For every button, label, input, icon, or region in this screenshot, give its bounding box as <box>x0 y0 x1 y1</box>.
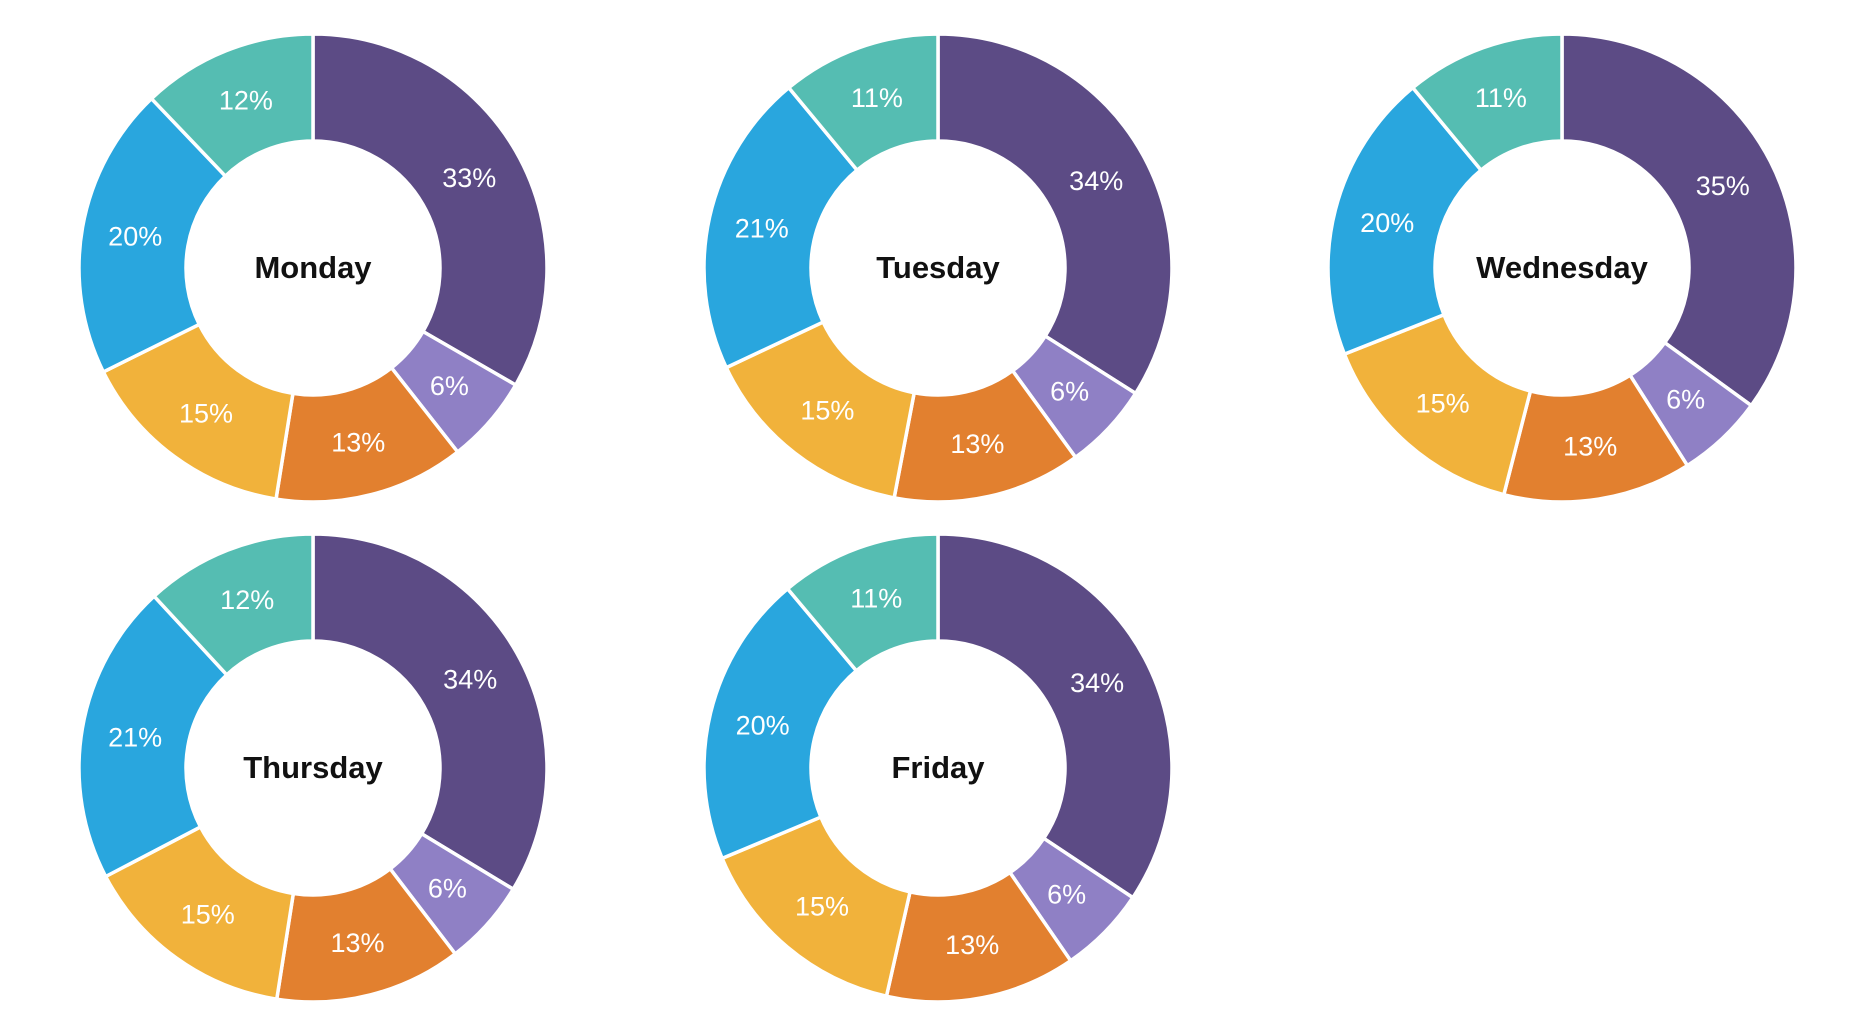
slice-percent-label: 20% <box>108 222 162 252</box>
slice-percent-label: 11% <box>1475 83 1527 113</box>
slice-percent-label: 20% <box>736 710 790 740</box>
donut-slice <box>311 32 549 387</box>
slice-percent-label: 13% <box>1563 431 1617 461</box>
slice-percent-label: 34% <box>443 664 497 694</box>
donut-slice <box>1326 85 1483 356</box>
slice-percent-label: 33% <box>442 163 496 193</box>
slice-percent-label: 12% <box>219 85 273 115</box>
slice-percent-label: 12% <box>220 585 274 615</box>
slice-percent-label: 15% <box>1416 388 1470 418</box>
donut-chart-monday: 33% 6% 13% 15% 20% 12% Monday <box>77 32 549 504</box>
slice-percent-label: 21% <box>735 214 789 244</box>
donut-slice <box>724 320 916 500</box>
donut-slice <box>720 815 912 998</box>
donut-svg: 35% 6% 13% 15% 20% 11% <box>1326 32 1798 504</box>
slice-percent-label: 11% <box>851 83 903 113</box>
slice-percent-label: 13% <box>945 930 999 960</box>
donut-chart-friday: 34% 6% 13% 15% 20% 11% Friday <box>702 532 1174 1004</box>
donut-chart-tuesday: 34% 6% 13% 15% 21% 11% Tuesday <box>702 32 1174 504</box>
slice-percent-label: 15% <box>181 900 235 930</box>
slice-percent-label: 6% <box>1047 880 1086 910</box>
slice-percent-label: 35% <box>1696 171 1750 201</box>
slice-percent-label: 6% <box>1050 377 1089 407</box>
slice-percent-label: 15% <box>795 891 849 921</box>
donut-chart-thursday: 34% 6% 13% 15% 21% 12% Thursday <box>77 532 549 1004</box>
donut-svg: 34% 6% 13% 15% 21% 11% <box>702 32 1174 504</box>
donut-slice <box>1560 32 1798 408</box>
donut-slice <box>152 532 315 677</box>
donut-slice <box>149 32 315 178</box>
slice-percent-label: 6% <box>430 371 469 401</box>
donut-slice <box>77 96 228 374</box>
donut-slice <box>103 825 296 1001</box>
donut-slice <box>702 587 859 861</box>
slice-percent-label: 13% <box>950 429 1004 459</box>
donut-chart-wednesday: 35% 6% 13% 15% 20% 11% Wednesday <box>1326 32 1798 504</box>
slice-percent-label: 11% <box>850 583 902 613</box>
slice-percent-label: 34% <box>1070 668 1124 698</box>
donut-slice <box>101 322 295 501</box>
donut-slice <box>702 85 859 370</box>
slice-percent-label: 34% <box>1069 166 1123 196</box>
slice-percent-label: 13% <box>330 928 384 958</box>
donut-svg: 34% 6% 13% 15% 20% 11% <box>702 532 1174 1004</box>
donut-slice <box>311 532 549 891</box>
donut-svg: 33% 6% 13% 15% 20% 12% <box>77 32 549 504</box>
donut-slice <box>785 532 940 673</box>
slice-percent-label: 15% <box>179 398 233 428</box>
slice-percent-label: 6% <box>428 874 467 904</box>
donut-slice <box>936 32 1174 396</box>
slice-percent-label: 21% <box>108 722 162 752</box>
donut-slice <box>77 594 229 879</box>
slice-percent-label: 13% <box>331 428 385 458</box>
slice-percent-label: 20% <box>1360 208 1414 238</box>
donut-svg: 34% 6% 13% 15% 21% 12% <box>77 532 549 1004</box>
donut-slice <box>936 532 1174 900</box>
slice-percent-label: 15% <box>800 396 854 426</box>
slice-percent-label: 6% <box>1666 385 1705 415</box>
donut-slice <box>787 32 940 172</box>
donut-slice <box>1411 32 1564 172</box>
donut-slice <box>1342 313 1533 497</box>
